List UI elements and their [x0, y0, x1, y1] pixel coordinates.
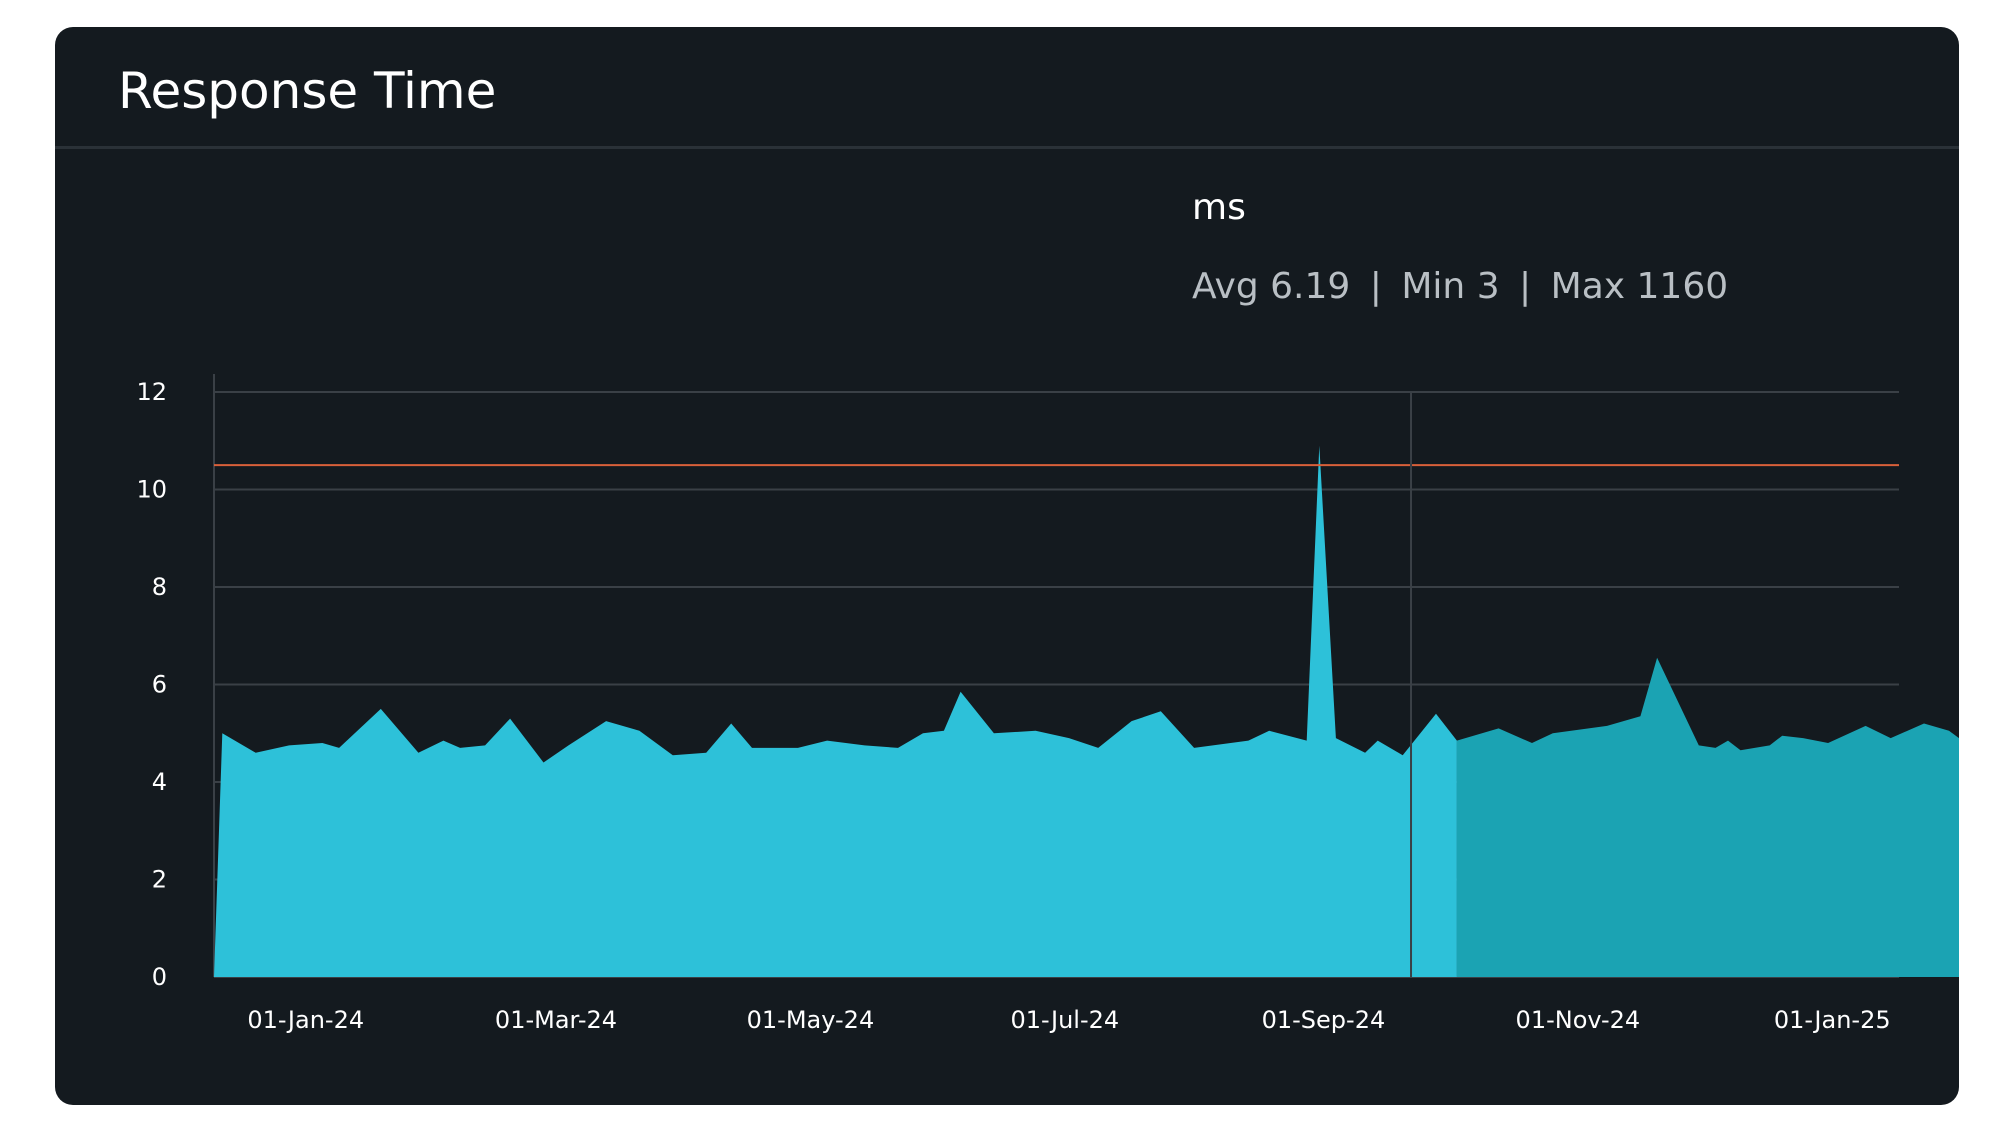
y-tick-label-6: 6: [152, 671, 167, 699]
panel-header: Response Time: [55, 27, 1959, 149]
min-value: 3: [1477, 266, 1500, 307]
avg-value: 6.19: [1270, 266, 1350, 307]
max-value: 1160: [1637, 266, 1729, 307]
x-tick-label-01-Sep-24: 01-Sep-24: [1262, 1006, 1386, 1034]
x-tick-label-01-Mar-24: 01-Mar-24: [495, 1006, 617, 1034]
separator-1: |: [1370, 266, 1382, 307]
area-series: [214, 445, 1959, 978]
area-series-1: [214, 445, 1457, 978]
x-tick-label-01-Jul-24: 01-Jul-24: [1010, 1006, 1119, 1034]
legend-stats: Avg 6.19 | Min 3 | Max 1160: [1192, 266, 1728, 307]
x-tick-label-01-May-24: 01-May-24: [747, 1006, 875, 1034]
area-series-2: [1456, 657, 1959, 977]
x-tick-label-01-Jan-25: 01-Jan-25: [1774, 1006, 1891, 1034]
chart-overlays: [214, 392, 1899, 977]
y-tick-label-2: 2: [152, 866, 167, 894]
x-axis-ticks: 01-Jan-24 01-Mar-24 01-May-24 01-Jul-24 01-S…: [247, 1006, 1890, 1034]
max-label: Max: [1551, 266, 1625, 307]
x-tick-label-01-Nov-24: 01-Nov-24: [1516, 1006, 1641, 1034]
min-label: Min: [1401, 266, 1465, 307]
response-time-panel: Response Time ms Avg 6.19 | Min 3 | Max …: [55, 27, 1959, 1105]
separator-2: |: [1519, 266, 1531, 307]
legend-unit: ms: [1192, 187, 1246, 228]
y-axis-ticks: 0 2 4 6 8 10 12: [136, 378, 167, 991]
y-tick-label-8: 8: [152, 573, 167, 601]
panel-title: Response Time: [118, 62, 497, 120]
avg-label: Avg: [1192, 266, 1259, 307]
x-tick-label-01-Jan-24: 01-Jan-24: [247, 1006, 364, 1034]
y-tick-label-12: 12: [136, 378, 167, 406]
y-tick-label-0: 0: [152, 963, 167, 991]
y-tick-label-10: 10: [136, 476, 167, 504]
y-tick-label-4: 4: [152, 768, 167, 796]
response-time-chart: ms Avg 6.19 | Min 3 | Max 1160 0 2 4 6 8 10 12…: [136, 187, 1959, 1034]
